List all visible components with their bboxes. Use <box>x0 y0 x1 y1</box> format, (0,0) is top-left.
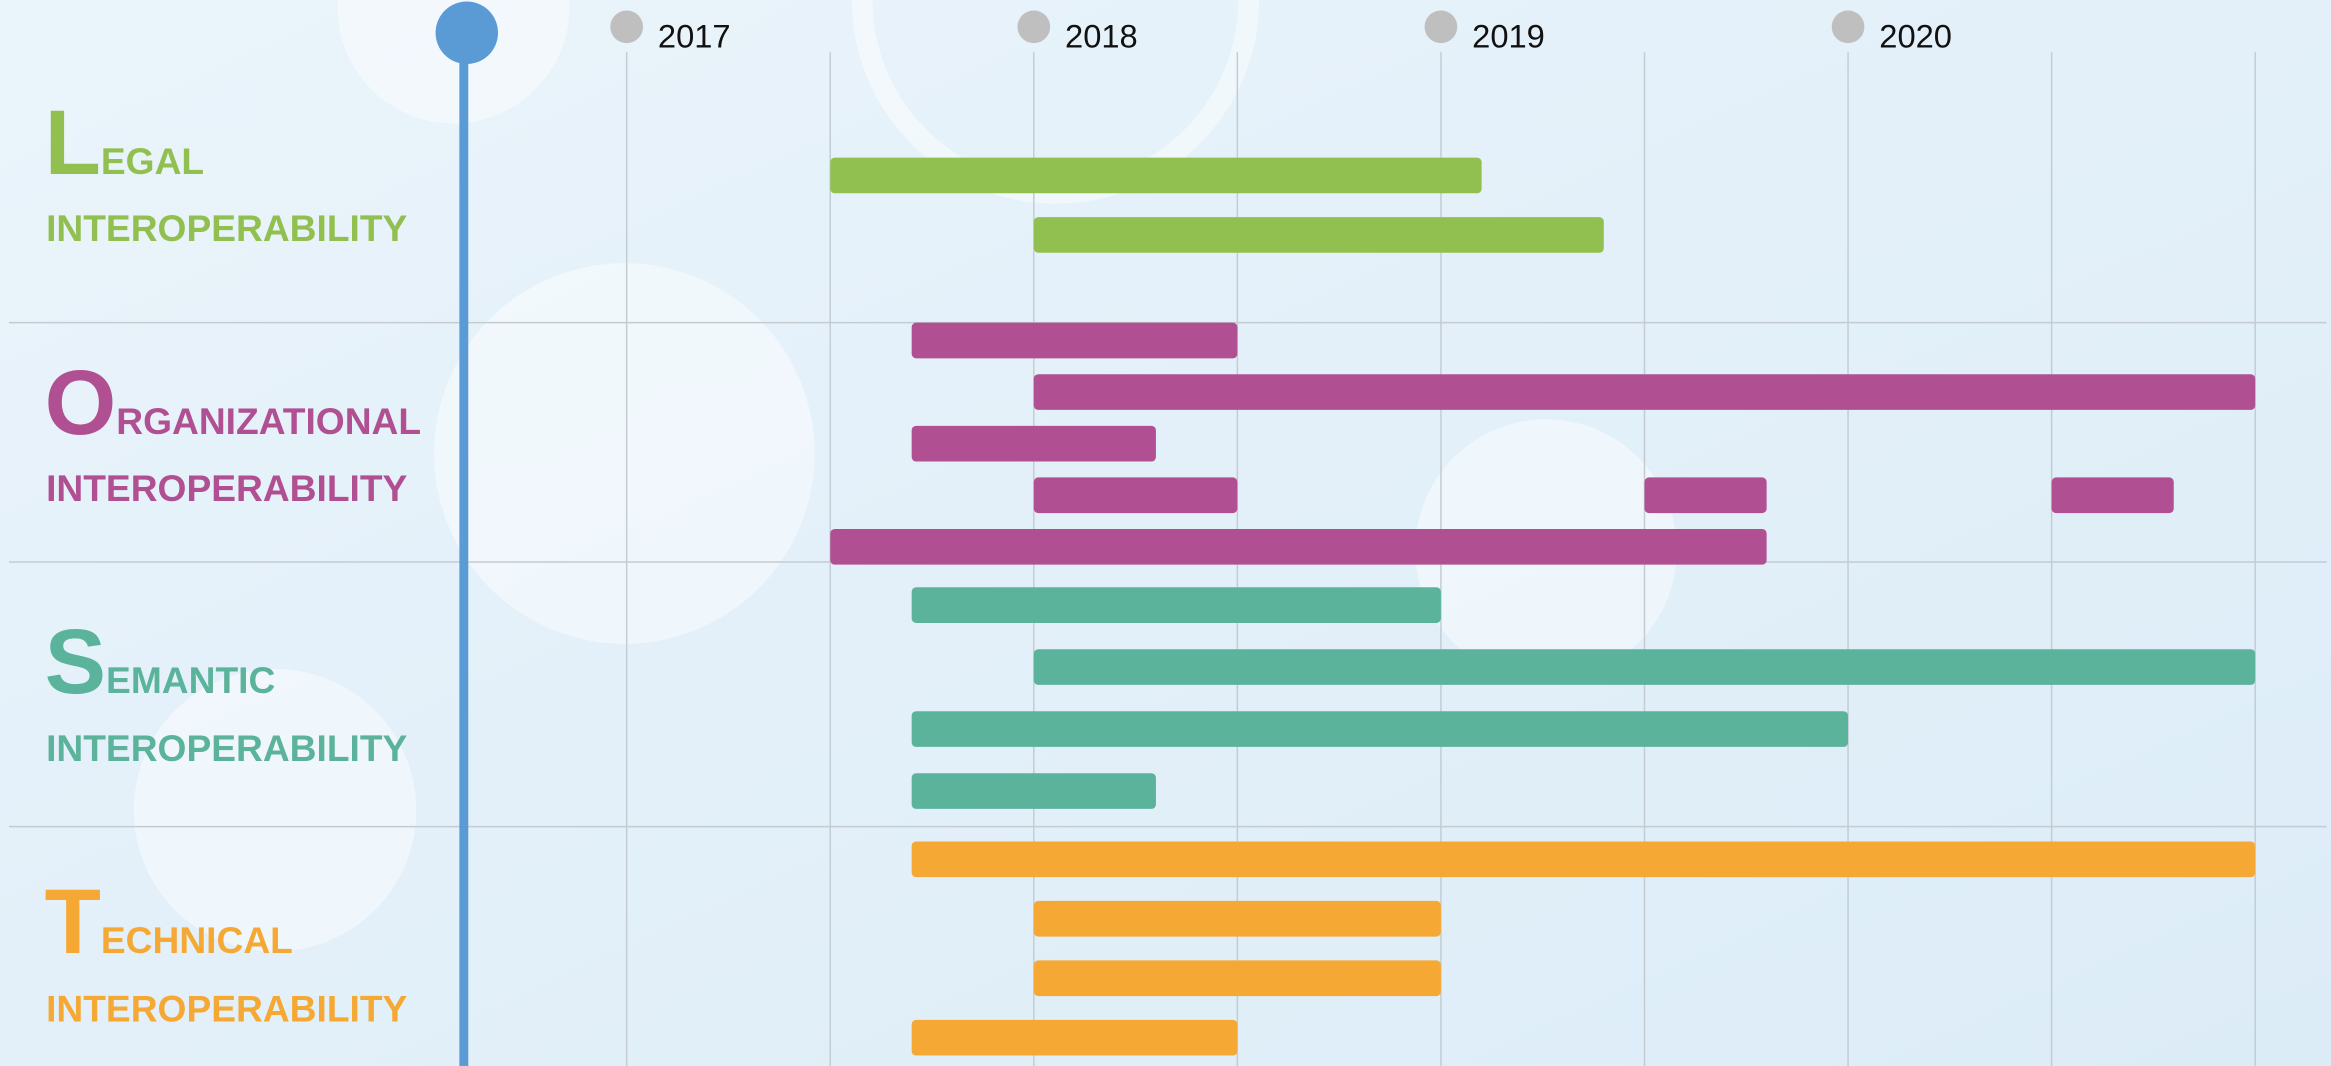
timeline-start <box>436 2 498 64</box>
task-bar <box>830 158 1481 194</box>
page: {"chart_data": {"type": "gantt", "xlim":… <box>0 0 2331 1066</box>
group-rest: EGAL <box>101 140 204 182</box>
task-bar <box>1034 217 1604 253</box>
x-tick-label: 2017 <box>658 18 731 55</box>
task-bar <box>912 711 1848 747</box>
task-bar <box>1034 960 1441 996</box>
task-bar <box>912 773 1156 809</box>
group-initial: S <box>45 610 106 713</box>
x-tick-label: 2018 <box>1065 18 1138 55</box>
task-bar <box>830 529 1766 565</box>
task-bar <box>1034 374 2255 410</box>
task-bar <box>912 1020 1238 1056</box>
timeline-axis <box>459 33 468 1066</box>
task-bar <box>912 587 1441 623</box>
task-bar <box>912 841 2256 877</box>
group-subtitle: INTEROPERABILITY <box>46 987 407 1029</box>
group-subtitle: INTEROPERABILITY <box>46 207 407 249</box>
group-rest: RGANIZATIONAL <box>116 400 421 442</box>
group-rest: ECHNICAL <box>101 919 293 961</box>
task-bar <box>1034 649 2255 685</box>
year-marker <box>1425 10 1458 43</box>
group-subtitle: INTEROPERABILITY <box>46 467 407 509</box>
task-bar <box>1034 901 1441 937</box>
group-initial: T <box>45 870 101 973</box>
group-subtitle: INTEROPERABILITY <box>46 727 407 769</box>
task-bar <box>912 426 1156 462</box>
year-marker <box>610 10 643 43</box>
year-marker <box>1832 10 1865 43</box>
x-tick-label: 2019 <box>1472 18 1545 55</box>
chart: 2017 2018 2019 2020 LEGAL INTEROPERABILITY ORG… <box>0 0 2331 1066</box>
task-bar <box>912 323 1238 359</box>
task-bar <box>1034 477 1238 513</box>
group-rest: EMANTIC <box>106 659 275 701</box>
year-marker <box>1017 10 1050 43</box>
task-bar <box>2052 477 2174 513</box>
task-bar <box>1644 477 1766 513</box>
group-initial: O <box>45 351 117 454</box>
group-initial: L <box>45 91 101 194</box>
x-tick-label: 2020 <box>1879 18 1952 55</box>
